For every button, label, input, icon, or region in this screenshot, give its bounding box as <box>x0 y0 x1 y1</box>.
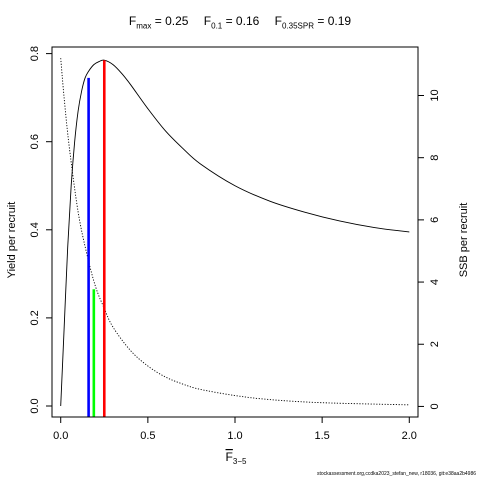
fmax-label: Fmax = 0.25 <box>128 14 189 31</box>
series-layer <box>60 58 410 407</box>
y-tick-label: 0.2 <box>29 310 41 325</box>
x-axis-label-subscript: 3−5 <box>233 457 247 466</box>
yield-per-recruit-line <box>60 59 410 407</box>
y-tick-label: 0.6 <box>29 134 41 149</box>
f01-label: F0.1 = 0.16 <box>203 14 260 31</box>
x-axis: 0.0 0.5 1.0 1.5 2.0 <box>53 416 417 442</box>
plot-frame <box>51 46 419 418</box>
y-axis-right: 0 2 4 6 8 10 <box>417 89 441 409</box>
fspr-label: F0.35SPR = 0.19 <box>274 14 352 31</box>
y-tick-label: 0.8 <box>29 46 41 61</box>
reference-lines <box>87 60 106 417</box>
y2-tick-label: 6 <box>429 217 441 223</box>
y-tick-label: 0.4 <box>29 222 41 237</box>
y-axis-left: 0.0 0.2 0.4 0.6 0.8 <box>29 46 53 414</box>
x-tick-label: 2.0 <box>402 430 417 442</box>
x-tick-label: 1.0 <box>227 430 242 442</box>
x-tick-label: 1.5 <box>314 430 329 442</box>
chart-title: Fmax = 0.25 F0.1 = 0.16 F0.35SPR = 0.19 <box>0 14 480 30</box>
x-axis-label: F3−5 <box>226 450 247 466</box>
y-axis-label: Yield per recruit <box>6 202 18 279</box>
y2-tick-label: 4 <box>429 279 441 285</box>
y2-tick-label: 0 <box>429 403 441 409</box>
y2-tick-label: 10 <box>429 89 441 101</box>
y-tick-label: 0.0 <box>29 398 41 413</box>
ssb-per-recruit-line <box>60 58 410 406</box>
y2-axis-label: SSB per recruit <box>458 203 470 278</box>
y2-tick-label: 8 <box>429 155 441 161</box>
x-axis-label-symbol: F <box>226 450 233 464</box>
footer-source: stockassessment.org,ccdka2023_stefan_new… <box>317 471 476 477</box>
x-tick-label: 0.0 <box>53 430 68 442</box>
y2-tick-label: 2 <box>429 341 441 347</box>
x-tick-label: 0.5 <box>140 430 155 442</box>
